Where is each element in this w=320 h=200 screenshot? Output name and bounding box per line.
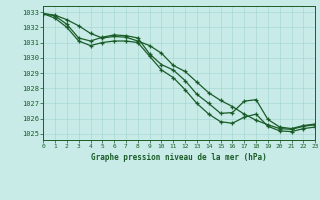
- X-axis label: Graphe pression niveau de la mer (hPa): Graphe pression niveau de la mer (hPa): [91, 153, 267, 162]
